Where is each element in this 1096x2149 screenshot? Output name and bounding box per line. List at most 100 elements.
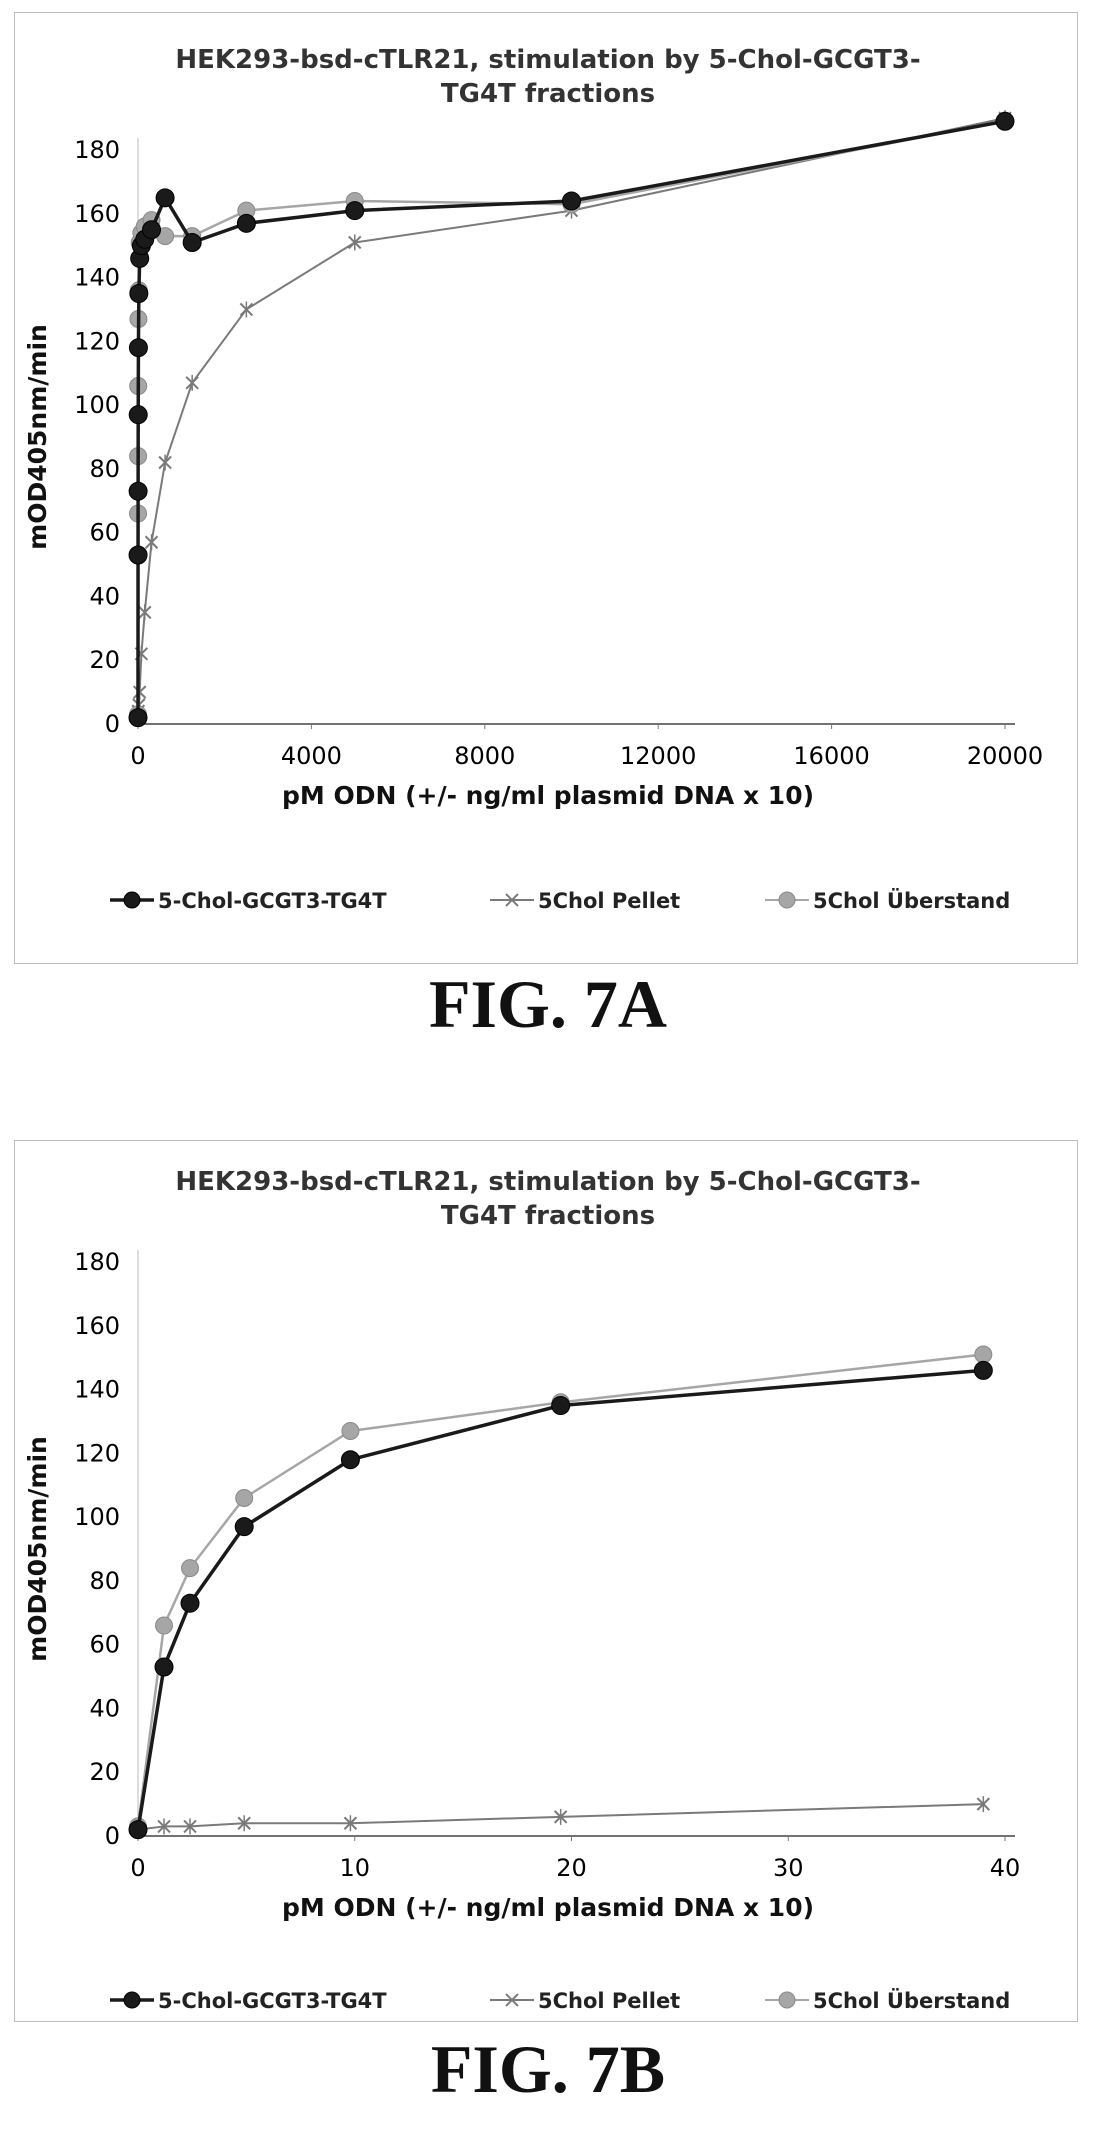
legend-label: 5-Chol-GCGT3-TG4T	[158, 889, 387, 913]
data-point	[976, 1796, 991, 1813]
x-axis-label: pM ODN (+/- ng/ml plasmid DNA x 10)	[282, 1893, 814, 1922]
x-axis-label: pM ODN (+/- ng/ml plasmid DNA x 10)	[282, 781, 814, 810]
chart-frame	[14, 1140, 1078, 2022]
data-point	[236, 213, 256, 233]
chart-frame	[14, 12, 1078, 964]
data-point	[239, 301, 254, 318]
legend-item: 5Chol Überstand	[765, 1988, 1010, 2013]
data-point	[343, 1815, 358, 1832]
y-tick-label: 180	[74, 1248, 120, 1276]
data-point	[128, 1820, 148, 1840]
data-point	[340, 1450, 360, 1470]
data-point	[138, 604, 152, 621]
x-tick-label: 30	[773, 1854, 804, 1882]
data-point	[551, 1396, 571, 1415]
y-tick-label: 100	[74, 1503, 120, 1531]
y-tick-label: 40	[89, 582, 120, 610]
series-line	[136, 1353, 984, 1827]
chart-title-line: TG4T fractions	[441, 79, 655, 109]
y-tick-label: 80	[89, 1567, 120, 1595]
data-point	[182, 232, 202, 252]
series-line	[136, 1368, 984, 1830]
legend-item: 5-Chol-GCGT3-TG4T	[110, 1989, 387, 2013]
data-point	[158, 454, 172, 471]
chart-title-line: HEK293-bsd-cTLR21, stimulation by 5-Chol…	[175, 45, 920, 75]
data-point	[185, 374, 199, 391]
legend-label: 5Chol Überstand	[813, 888, 1010, 913]
y-tick-label: 0	[105, 1822, 120, 1850]
y-axis-label: mOD405nm/min	[23, 324, 52, 550]
x-tick-label: 20	[556, 1854, 587, 1882]
y-tick-label: 60	[89, 519, 120, 547]
x-tick-label: 12000	[620, 742, 696, 770]
y-tick-label: 180	[74, 136, 120, 164]
x-tick-label: 4000	[281, 742, 342, 770]
figure-label: FIG. 7A	[429, 966, 667, 1042]
chart-7a-svg: HEK293-bsd-cTLR21, stimulation by 5-Chol…	[23, 45, 1043, 913]
data-point	[157, 1818, 171, 1835]
x-tick-label: 0	[130, 1854, 145, 1882]
data-point	[142, 220, 162, 240]
x-tick-label: 16000	[793, 742, 869, 770]
legend-marker	[123, 1991, 141, 2009]
data-point	[995, 111, 1015, 131]
y-tick-label: 140	[74, 264, 120, 292]
data-point	[235, 1488, 254, 1507]
y-tick-label: 20	[89, 646, 120, 674]
data-point	[973, 1360, 993, 1380]
y-tick-label: 140	[74, 1376, 120, 1404]
y-tick-label: 160	[74, 200, 120, 228]
data-point	[974, 1345, 993, 1364]
legend-label: 5Chol Pellet	[538, 889, 680, 913]
legend-item: 5Chol Pellet	[490, 889, 680, 913]
y-tick-label: 40	[89, 1694, 120, 1722]
legend-marker	[505, 1993, 519, 2007]
y-tick-label: 0	[105, 710, 120, 738]
data-point	[128, 405, 148, 425]
legend-label: 5Chol Pellet	[538, 1989, 680, 2013]
x-tick-label: 8000	[454, 742, 515, 770]
legend-label: 5Chol Überstand	[813, 1988, 1010, 2013]
data-point	[155, 1616, 174, 1635]
data-point	[128, 545, 148, 565]
y-tick-label: 120	[74, 1439, 120, 1467]
y-tick-label: 60	[89, 1631, 120, 1659]
y-tick-label: 80	[89, 455, 120, 483]
figure-7b: HEK293-bsd-cTLR21, stimulation by 5-Chol…	[0, 1120, 1096, 2149]
legend-item: 5-Chol-GCGT3-TG4T	[110, 889, 387, 913]
chart-title-line: TG4T fractions	[441, 1201, 655, 1231]
x-tick-label: 20000	[967, 742, 1043, 770]
legend-label: 5-Chol-GCGT3-TG4T	[158, 1989, 387, 2013]
legend-marker	[778, 891, 796, 909]
figure-label: FIG. 7B	[430, 2031, 666, 2107]
data-point	[128, 481, 148, 501]
data-point	[234, 1517, 254, 1537]
legend-marker	[505, 893, 519, 907]
figure-7a: HEK293-bsd-cTLR21, stimulation by 5-Chol…	[14, 12, 1078, 1042]
x-tick-label: 40	[990, 1854, 1021, 1882]
chart-7b-svg: HEK293-bsd-cTLR21, stimulation by 5-Chol…	[23, 1167, 1021, 2013]
data-point	[181, 1559, 200, 1578]
legend-marker	[123, 891, 141, 909]
data-point	[562, 191, 581, 211]
data-point	[129, 284, 149, 303]
data-point	[345, 201, 365, 221]
data-point	[553, 1808, 568, 1825]
data-point	[128, 708, 148, 728]
x-tick-label: 10	[339, 1854, 370, 1882]
x-tick-label: 0	[130, 742, 145, 770]
data-point	[154, 1657, 174, 1677]
y-tick-label: 120	[74, 327, 120, 355]
data-point	[180, 1593, 200, 1613]
data-point	[183, 1818, 197, 1835]
y-tick-label: 100	[74, 391, 120, 419]
legend-item: 5Chol Pellet	[490, 1989, 680, 2013]
data-point	[348, 234, 362, 251]
legend-marker	[778, 1991, 796, 2009]
data-point	[128, 338, 148, 358]
data-point	[341, 1422, 360, 1441]
data-point	[155, 188, 175, 208]
legend-item: 5Chol Überstand	[765, 888, 1010, 913]
y-tick-label: 20	[89, 1758, 120, 1786]
y-axis-label: mOD405nm/min	[23, 1436, 52, 1662]
